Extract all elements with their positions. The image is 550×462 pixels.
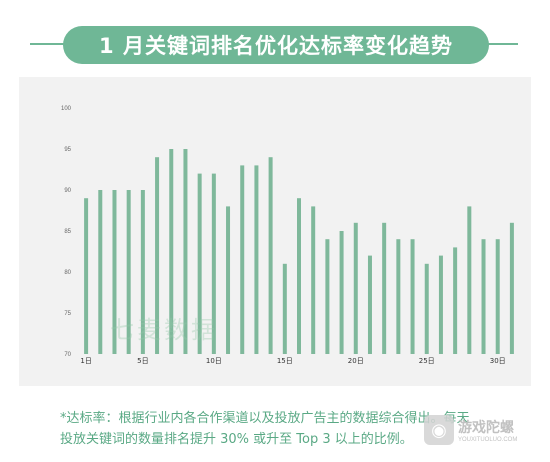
bar-9日 — [197, 173, 202, 354]
logo-subtext: YOUXITUOLUO.COM — [458, 437, 518, 443]
bar-18日 — [325, 239, 330, 354]
bar-19日 — [339, 231, 344, 354]
bar-5日 — [140, 190, 145, 354]
title-banner: 1 月关键词排名优化达标率变化趋势 — [63, 26, 489, 64]
bar-chart: 70 75 80 85 90 95 100 1日 5日 10日 15日 20日 25日 30日 — [61, 106, 514, 365]
bar-6日 — [155, 157, 160, 354]
title-line-left — [30, 43, 70, 45]
bar-8日 — [183, 149, 188, 354]
chart-panel: 70 75 80 85 90 95 100 1日 5日 10日 15日 20日 25日 30日 — [19, 77, 531, 386]
bar-25日 — [424, 263, 429, 354]
bar-12日 — [240, 165, 245, 354]
y-tick-label: 85 — [64, 229, 71, 235]
bar-14日 — [268, 157, 273, 354]
footnote-line-1: *达标率：根据行业内各合作渠道以及投放广告主的数据综合得出。每天 — [60, 411, 470, 426]
x-tick-label: 15日 — [277, 357, 293, 365]
bar-11日 — [226, 206, 231, 354]
x-tick-label: 25日 — [419, 357, 435, 365]
bar-29日 — [481, 239, 486, 354]
footnote: *达标率：根据行业内各合作渠道以及投放广告主的数据综合得出。每天 投放关键词的数… — [60, 408, 520, 450]
logo-text: 游戏陀螺 — [458, 420, 514, 436]
bar-1日 — [84, 198, 89, 354]
y-tick-label: 70 — [64, 352, 71, 358]
bar-21日 — [367, 255, 372, 354]
bar-3日 — [112, 190, 117, 354]
bar-30日 — [495, 239, 500, 354]
chart-title: 1 月关键词排名优化达标率变化趋势 — [99, 34, 453, 58]
x-tick-label: 20日 — [348, 357, 364, 365]
site-logo: ◉ 游戏陀螺 YOUXITUOLUO.COM — [424, 411, 534, 449]
y-tick-label: 75 — [64, 311, 71, 317]
y-tick-label: 80 — [64, 270, 71, 276]
bar-20日 — [353, 222, 358, 354]
bar-15日 — [282, 263, 287, 354]
x-tick-label: 30日 — [490, 357, 506, 365]
footnote-line-2: 投放关键词的数量排名提升 30% 或升至 Top 3 以上的比例。 — [60, 432, 413, 447]
y-tick-label: 100 — [61, 106, 72, 112]
bar-26日 — [438, 255, 443, 354]
bar-24日 — [410, 239, 415, 354]
x-tick-label: 1日 — [80, 357, 91, 365]
bar-4日 — [126, 190, 131, 354]
gyro-icon: ◉ — [424, 415, 454, 445]
bar-27日 — [453, 247, 458, 354]
bar-10日 — [211, 173, 216, 354]
bar-23日 — [396, 239, 401, 354]
bar-22日 — [382, 222, 387, 354]
bar-2日 — [98, 190, 103, 354]
bar-31日 — [509, 222, 514, 354]
y-tick-label: 90 — [64, 188, 71, 194]
x-tick-label: 10日 — [206, 357, 222, 365]
bar-7日 — [169, 149, 174, 354]
bar-17日 — [311, 206, 316, 354]
x-tick-label: 5日 — [137, 357, 148, 365]
y-tick-label: 95 — [64, 147, 71, 153]
bar-13日 — [254, 165, 259, 354]
watermark: 七麦数据 — [110, 316, 218, 344]
bar-16日 — [297, 198, 301, 354]
title-line-right — [486, 43, 518, 45]
bar-28日 — [467, 206, 472, 354]
